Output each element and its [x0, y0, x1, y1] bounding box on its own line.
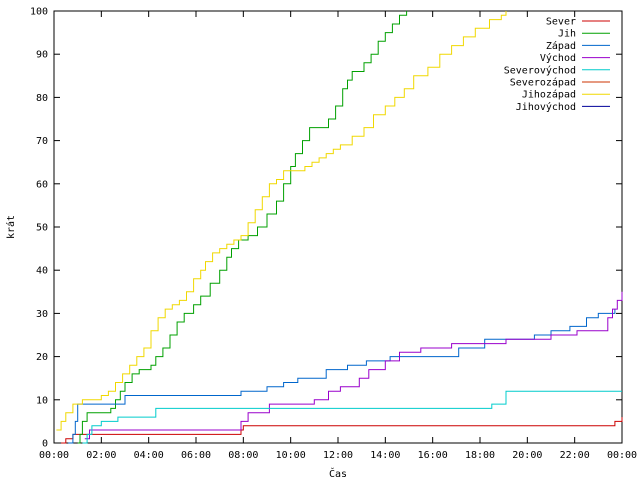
x-tick-label: 20:00: [512, 450, 542, 461]
legend: SeverJihZápadVýchodSeverovýchodSeverozáp…: [504, 17, 610, 113]
x-tick-label: 14:00: [370, 450, 400, 461]
x-tick-label: 12:00: [323, 450, 353, 461]
legend-label: Jihozápad: [522, 89, 576, 101]
series-line-6: [56, 11, 507, 431]
x-tick-label: 00:00: [39, 450, 69, 461]
y-tick-label: 80: [36, 93, 48, 104]
legend-label: Severozápad: [510, 77, 576, 89]
y-tick-label: 30: [36, 309, 48, 320]
x-tick-label: 00:00: [607, 450, 637, 461]
y-tick-label: 40: [36, 266, 48, 277]
series-line-1: [77, 11, 408, 444]
legend-label: Sever: [546, 17, 576, 28]
x-tick-label: 06:00: [181, 450, 211, 461]
x-tick-label: 08:00: [228, 450, 258, 461]
x-tick-label: 04:00: [134, 450, 164, 461]
legend-label: Jih: [558, 29, 576, 40]
y-tick-label: 60: [36, 179, 48, 190]
y-axis-label: krát: [5, 215, 17, 239]
y-tick-label: 10: [36, 395, 48, 406]
legend-label: Severovýchod: [504, 64, 576, 76]
y-tick-label: 50: [36, 223, 48, 234]
y-tick-label: 20: [36, 352, 48, 363]
x-tick-label: 22:00: [560, 450, 590, 461]
series-line-4: [82, 390, 622, 444]
x-tick-label: 16:00: [418, 450, 448, 461]
series-line-3: [84, 291, 623, 440]
y-tick-label: 0: [42, 439, 48, 450]
series-layer: [56, 11, 623, 444]
x-tick-label: 02:00: [86, 450, 116, 461]
legend-label: Jihovýchod: [516, 101, 576, 113]
legend-label: Západ: [546, 40, 576, 52]
axes: 0 10 20 30 40 50 60 70 80 90 100 00:00 02:00 04:00 06:…: [30, 7, 637, 462]
legend-label: Východ: [540, 52, 576, 64]
x-axis-label: Čas: [329, 467, 347, 480]
x-tick-label: 10:00: [276, 450, 306, 461]
y-tick-label: 70: [36, 136, 48, 147]
y-tick-label: 90: [36, 50, 48, 61]
x-tick-label: 18:00: [465, 450, 495, 461]
y-tick-label: 100: [30, 7, 48, 18]
series-line-2: [68, 309, 616, 444]
